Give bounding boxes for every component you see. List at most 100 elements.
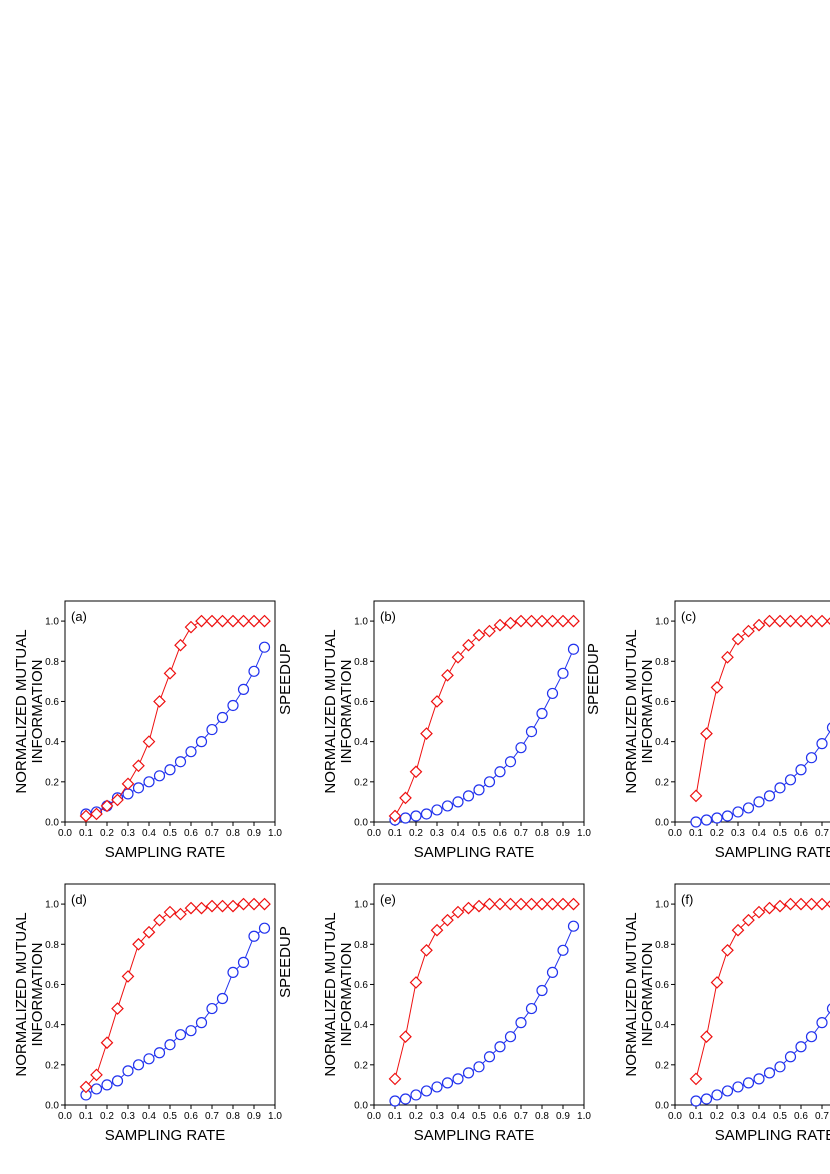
data-point-circle bbox=[132, 1059, 145, 1071]
data-point-diamond bbox=[773, 899, 787, 913]
x-tick-label: 0.1 bbox=[689, 1111, 703, 1122]
chart-panel-c: 0.00.10.20.30.40.50.60.70.80.91.00.00.20… bbox=[623, 600, 830, 861]
data-point-diamond bbox=[195, 614, 208, 628]
data-point-diamond bbox=[388, 809, 402, 823]
panel-label: (e) bbox=[380, 892, 396, 907]
chart-panel-f: 0.00.10.20.30.40.50.60.70.80.91.00.00.20… bbox=[623, 883, 830, 1144]
data-point-diamond bbox=[784, 614, 797, 628]
data-point-circle bbox=[441, 800, 454, 812]
data-point-circle bbox=[111, 1075, 124, 1087]
data-point-circle bbox=[195, 736, 208, 748]
data-point-diamond bbox=[237, 897, 250, 911]
data-point-circle bbox=[237, 956, 250, 968]
x-tick-label: 0.2 bbox=[409, 1111, 423, 1122]
data-point-diamond bbox=[514, 614, 528, 628]
x-tick-label: 0.1 bbox=[689, 828, 703, 839]
data-point-circle bbox=[546, 687, 559, 700]
x-tick-label: 0.9 bbox=[247, 1111, 261, 1122]
y-tick-label: 0.2 bbox=[354, 1060, 368, 1071]
data-point-circle bbox=[721, 810, 734, 822]
y-tick-label: 0.0 bbox=[45, 818, 59, 829]
x-axis-label: SAMPLING RATE bbox=[414, 844, 535, 861]
red-diamond-series-line bbox=[695, 620, 830, 796]
data-point-diamond bbox=[184, 901, 198, 915]
y-tick-label: 0.4 bbox=[354, 1020, 368, 1031]
chart-panel-a: 0.0 0.1 0.2 0.3 0.4 0.5 0.6 0.7 0.8 0.9 1.0 0.0 0.2 0… bbox=[13, 600, 294, 861]
x-tick-label: 0.0 bbox=[367, 828, 381, 839]
data-point-diamond bbox=[721, 650, 734, 664]
data-point-circle bbox=[690, 1095, 702, 1107]
x-tick-label: 0.4 bbox=[142, 828, 156, 839]
data-point-circle bbox=[784, 774, 797, 786]
data-point-circle bbox=[795, 1041, 807, 1053]
data-point-diamond bbox=[247, 897, 261, 911]
x-tick-label: 0.6 bbox=[184, 828, 198, 839]
data-point-diamond bbox=[504, 897, 517, 911]
data-point-diamond bbox=[451, 905, 465, 919]
x-tick-label: 0.6 bbox=[493, 1111, 507, 1122]
x-tick-label: 0.4 bbox=[451, 1111, 465, 1122]
y-tick-label: 0.6 bbox=[655, 980, 669, 991]
y-tick-label: 0.6 bbox=[45, 697, 59, 708]
data-point-circle bbox=[420, 808, 433, 820]
data-point-circle bbox=[690, 816, 702, 828]
data-point-diamond bbox=[794, 897, 808, 911]
data-point-circle bbox=[567, 643, 580, 655]
data-point-circle bbox=[473, 784, 485, 796]
data-point-diamond bbox=[462, 638, 475, 652]
blue-circle-series-line bbox=[85, 927, 265, 1096]
x-tick-label: 0.3 bbox=[731, 828, 745, 839]
red-diamond-series-line bbox=[85, 620, 265, 817]
data-point-circle bbox=[525, 725, 538, 738]
data-point-circle bbox=[122, 788, 134, 800]
x-tick-label: 0.2 bbox=[409, 828, 423, 839]
data-point-diamond bbox=[462, 901, 475, 915]
data-point-diamond bbox=[430, 923, 444, 937]
data-point-diamond bbox=[163, 905, 177, 919]
x-tick-label: 1.0 bbox=[577, 828, 591, 839]
y-tick-label: 1.0 bbox=[45, 900, 59, 911]
data-point-circle bbox=[216, 992, 229, 1005]
data-point-diamond bbox=[483, 897, 496, 911]
speedup-label: SPEEDUP bbox=[585, 643, 602, 715]
y-axis-label-line1: NORMALIZED MUTUAL bbox=[322, 912, 339, 1076]
data-point-circle bbox=[504, 1031, 517, 1043]
data-point-diamond bbox=[794, 614, 808, 628]
data-point-diamond bbox=[163, 666, 177, 680]
data-point-circle bbox=[174, 756, 187, 768]
data-point-circle bbox=[536, 984, 548, 997]
x-tick-label: 0.3 bbox=[430, 1111, 444, 1122]
data-point-diamond bbox=[472, 628, 486, 642]
y-tick-label: 0.2 bbox=[655, 1060, 669, 1071]
blue-circle-series-line bbox=[394, 925, 574, 1102]
data-point-circle bbox=[420, 1085, 433, 1097]
data-point-circle bbox=[784, 1051, 797, 1063]
y-axis-label-line1: NORMALIZED MUTUAL bbox=[13, 912, 30, 1076]
data-point-diamond bbox=[763, 901, 776, 915]
data-point-circle bbox=[504, 756, 517, 768]
data-point-circle bbox=[216, 711, 229, 724]
data-point-diamond bbox=[258, 614, 271, 628]
data-point-circle bbox=[536, 707, 548, 720]
x-axis-label: SAMPLING RATE bbox=[715, 844, 830, 861]
data-point-diamond bbox=[111, 1002, 124, 1015]
data-point-circle bbox=[399, 1093, 412, 1105]
y-tick-label: 0.8 bbox=[354, 657, 368, 668]
y-tick-label: 0.6 bbox=[45, 980, 59, 991]
data-point-circle bbox=[483, 1051, 496, 1063]
plot-frame bbox=[64, 600, 276, 823]
data-point-circle bbox=[399, 812, 412, 824]
data-point-diamond bbox=[710, 681, 724, 694]
data-point-circle bbox=[711, 812, 723, 824]
data-point-circle bbox=[431, 804, 443, 816]
panel-label: (f) bbox=[681, 892, 693, 907]
y-tick-label: 0.6 bbox=[354, 697, 368, 708]
data-point-circle bbox=[227, 966, 239, 979]
y-tick-label: 0.4 bbox=[655, 737, 669, 748]
data-point-diamond bbox=[174, 907, 187, 921]
y-tick-label: 0.6 bbox=[655, 697, 669, 708]
data-point-diamond bbox=[174, 638, 187, 652]
data-point-diamond bbox=[700, 727, 713, 740]
y-tick-label: 1.0 bbox=[655, 617, 669, 628]
x-tick-label: 0.4 bbox=[142, 1111, 156, 1122]
